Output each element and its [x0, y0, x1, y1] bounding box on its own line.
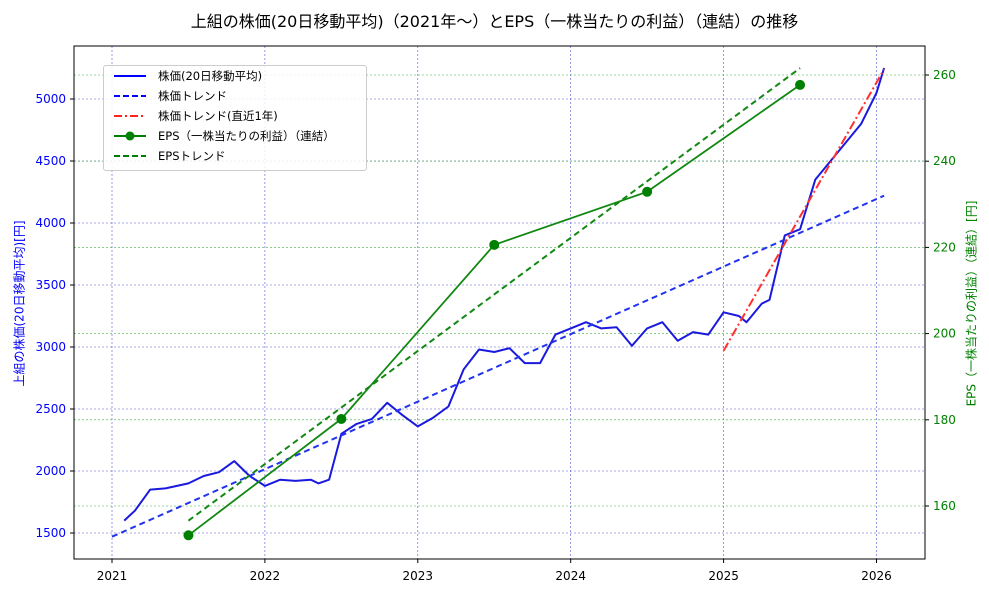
dashed-line-icon	[114, 95, 146, 97]
x-tick-label: 2022	[250, 569, 281, 583]
legend-item-price-trend: 株価トレンド	[112, 86, 227, 106]
right-tick-label: 220	[933, 240, 956, 254]
series-line	[111, 194, 885, 538]
left-axis-label: 上組の株価(20日移動平均)[円]	[12, 220, 27, 387]
eps-marker	[795, 79, 806, 90]
left-tick-label: 5000	[35, 92, 66, 106]
right-tick-label: 240	[933, 154, 956, 168]
x-tick-label: 2024	[555, 569, 586, 583]
series-line	[187, 67, 801, 522]
eps-marker	[336, 413, 347, 424]
legend-item-eps-trend: EPSトレンド	[112, 146, 226, 166]
right-tick-label: 200	[933, 327, 956, 341]
left-tick-label: 2000	[35, 464, 66, 478]
x-tick-label: 2021	[97, 569, 128, 583]
x-tick-label: 2026	[861, 569, 892, 583]
x-tick-label: 2025	[708, 569, 739, 583]
series-line	[722, 68, 885, 352]
eps-marker	[489, 239, 500, 250]
series-line	[123, 67, 886, 522]
x-tick-label: 2023	[403, 569, 434, 583]
legend-item-eps: EPS（一株当たりの利益）（連結）	[112, 126, 335, 146]
series-lines	[111, 67, 886, 541]
chart-title: 上組の株価(20日移動平均)（2021年〜）とEPS（一株当たりの利益）（連結）…	[190, 12, 799, 31]
eps-marker	[183, 530, 194, 541]
right-axis-label: EPS（一株当たりの利益）（連結）[円]	[964, 200, 979, 407]
plot-frame	[73, 45, 926, 560]
left-tick-label: 2500	[35, 402, 66, 416]
line-marker-icon	[114, 131, 146, 141]
eps-marker	[642, 186, 653, 197]
right-tick-label: 260	[933, 68, 956, 82]
left-tick-label: 3000	[35, 340, 66, 354]
left-tick-label: 3500	[35, 278, 66, 292]
left-tick-label: 4000	[35, 216, 66, 230]
axis-ticks: 2021 2022 2023 2024 2025 2026 1500 2000 2500 3000…	[35, 68, 955, 583]
legend-item-price: 株価(20日移動平均)	[112, 66, 262, 86]
left-tick-label: 1500	[35, 526, 66, 540]
right-tick-label: 180	[933, 413, 956, 427]
dashdot-line-icon	[114, 115, 146, 117]
right-tick-label: 160	[933, 499, 956, 513]
left-tick-label: 4500	[35, 154, 66, 168]
legend: 株価(20日移動平均) 株価トレンド 株価トレンド(直近1年) EPS（一株当た…	[103, 65, 367, 171]
legend-item-price-trend-recent: 株価トレンド(直近1年)	[112, 106, 278, 126]
solid-line-icon	[114, 75, 146, 77]
dashed-line-icon	[114, 155, 146, 157]
